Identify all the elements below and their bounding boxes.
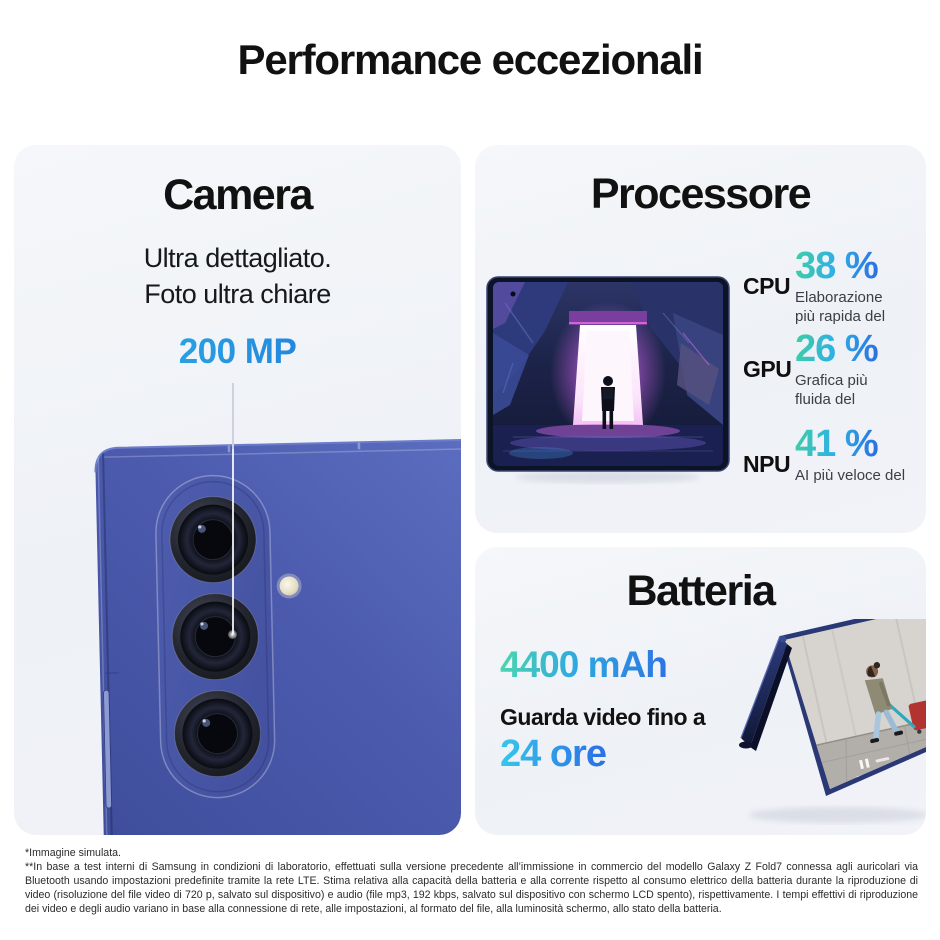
footnote: *Immagine simulata. **In base a test int…: [25, 846, 918, 916]
camera-heading: Camera: [163, 171, 313, 219]
battery-capacity-value: 4400 mAh: [500, 644, 668, 685]
camera-subtitle-line2: Foto ultra chiare: [144, 279, 331, 309]
processor-heading: Processore: [590, 170, 812, 218]
game-figure: [601, 376, 615, 429]
stat-cpu-value: 38 %: [795, 245, 879, 287]
stat-gpu-value: 26 %: [795, 328, 879, 370]
camera-lens-bottom: [173, 690, 261, 778]
page-title: Performance eccezionali: [237, 36, 704, 83]
processor-card: Processore: [475, 145, 926, 533]
battery-phone-image: [739, 619, 926, 823]
stat-cpu-desc: Elaborazione più rapida del: [795, 289, 886, 325]
stat-npu-value: 41 %: [795, 423, 879, 465]
footnote-line1: *Immagine simulata.: [25, 847, 121, 859]
camera-subtitle: Ultra dettagliato. Foto ultra chiare: [14, 240, 461, 312]
stat-gpu-desc: Grafica più fluida del: [795, 372, 868, 408]
stat-gpu-label: GPU: [743, 356, 792, 382]
battery-heading: Batteria: [626, 567, 776, 615]
stat-npu: NPU 41 % AI più veloce del: [743, 424, 923, 485]
camera-phone-image: [94, 438, 461, 835]
stat-npu-desc: AI più veloce del: [795, 467, 906, 484]
battery-caption: Guarda video fino a: [500, 704, 706, 730]
stat-gpu: GPU 26 % Grafica più fluida del: [743, 329, 923, 409]
camera-megapixel-value: 200 MP: [14, 333, 461, 371]
hinge-cap: [779, 635, 787, 643]
stat-cpu: CPU 38 % Elaborazione più rapida del: [743, 246, 923, 326]
camera-subtitle-line1: Ultra dettagliato.: [143, 243, 332, 273]
spec-pointer-dot: [228, 630, 237, 639]
spec-pointer-line-upper: [232, 383, 234, 449]
flash-led: [279, 576, 299, 596]
foldable-phone-image: [486, 276, 730, 483]
stat-npu-label: NPU: [743, 451, 791, 477]
footnote-line2: **In base a test interni di Samsung in c…: [25, 861, 918, 915]
stat-cpu-label: CPU: [743, 273, 791, 299]
battery-duration-value: 24 ore: [500, 733, 607, 775]
spec-pointer-line-lower: [232, 449, 234, 634]
camera-card: Camera Ultra dettagliato. Foto ultra chi…: [14, 145, 461, 835]
selfie-camera-dot: [510, 291, 516, 297]
battery-card: Batteria 4400 mAh Guarda video fino a 24…: [475, 547, 926, 835]
video-person: [864, 662, 926, 744]
